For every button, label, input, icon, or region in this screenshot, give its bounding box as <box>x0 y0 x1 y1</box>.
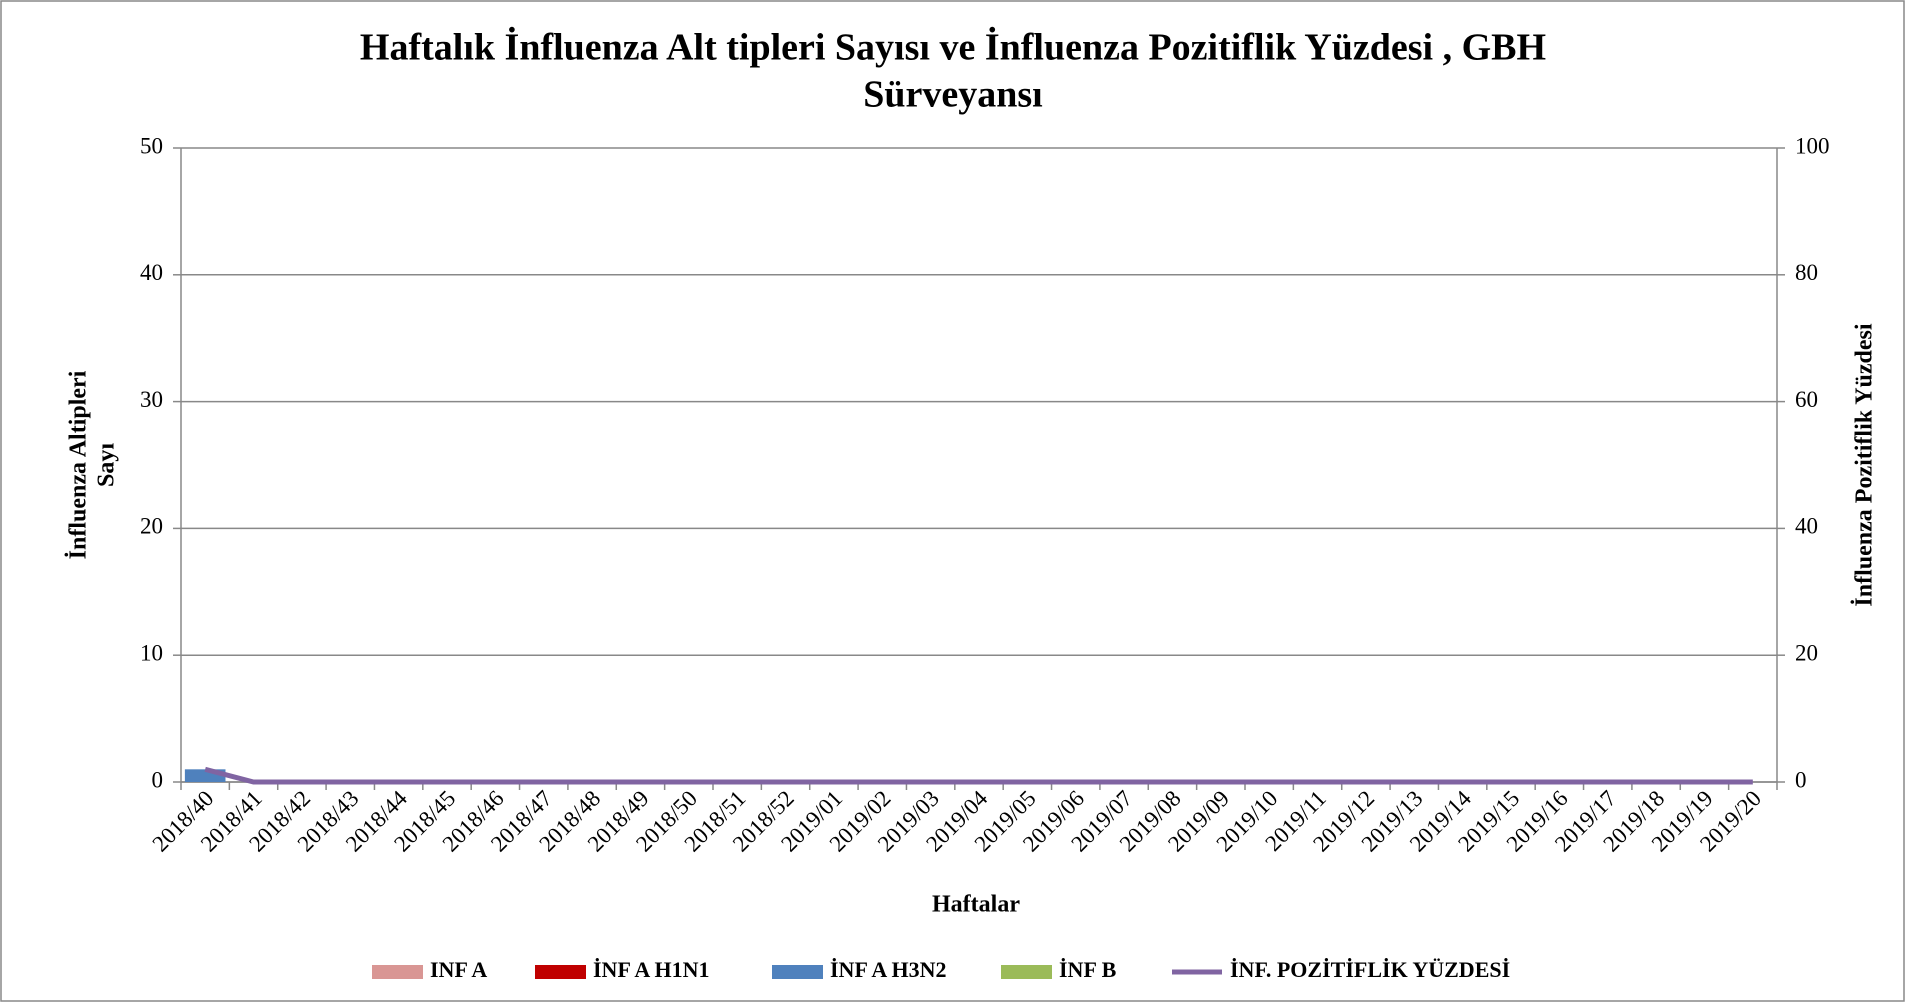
legend-swatch <box>1001 965 1052 979</box>
y2-tick-label: 40 <box>1795 514 1818 539</box>
legend-swatch <box>772 965 823 979</box>
y-tick-label: 10 <box>140 640 163 665</box>
y2-tick-label: 80 <box>1795 260 1818 285</box>
legend-label: INF A <box>430 957 487 982</box>
legend-label: İNF B <box>1059 957 1117 982</box>
y-tick-label: 40 <box>140 260 163 285</box>
y2-tick-label: 20 <box>1795 640 1818 665</box>
legend-label: İNF A H3N2 <box>830 957 947 982</box>
line-series <box>204 766 1753 785</box>
legend-swatch <box>535 965 586 979</box>
chart-title: Sürveyansı <box>863 74 1042 116</box>
legend-label: İNF A H1N1 <box>593 957 710 982</box>
legend-swatch <box>372 965 423 979</box>
y-axis-title: Sayı <box>94 443 120 487</box>
y-axis-title: İnfluenza Altipleri <box>66 370 92 559</box>
y-tick-label: 30 <box>140 387 163 412</box>
y-tick-label: 20 <box>140 514 163 539</box>
y-tick-label: 50 <box>140 133 163 158</box>
y-tick-label: 0 <box>152 767 164 792</box>
y2-tick-label: 0 <box>1795 767 1807 792</box>
y2-tick-label: 100 <box>1795 133 1830 158</box>
y2-tick-label: 60 <box>1795 387 1818 412</box>
x-axis-title: Haftalar <box>932 892 1020 918</box>
legend-label: İNF. POZİTİFLİK YÜZDESİ <box>1230 957 1510 982</box>
y2-axis-title: İnfluenza Pozitiflik Yüzdesi <box>1852 323 1878 606</box>
chart-title: Haftalık İnfluenza Alt tipleri Sayısı ve… <box>360 27 1546 69</box>
